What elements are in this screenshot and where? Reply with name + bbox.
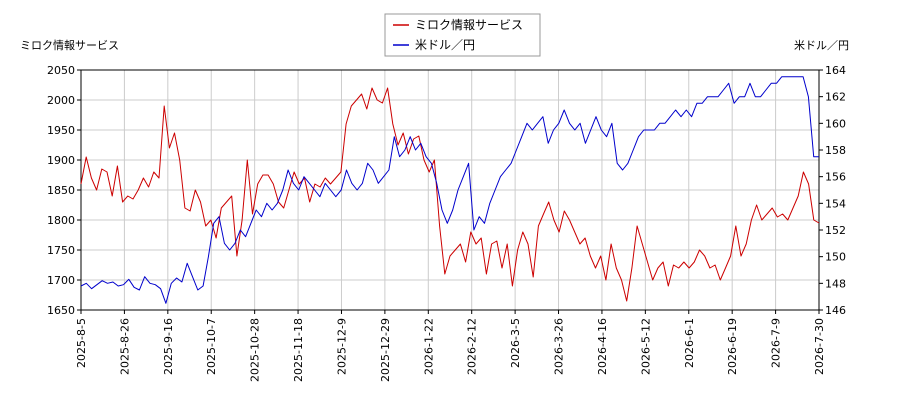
series-layer [80,76,820,304]
x-tick-label: 2026-7-9 [770,318,783,368]
x-tick-label: 2025-8-26 [118,318,131,375]
x-tick-label: 2025-9-16 [162,318,175,375]
x-axis: 2025-8-5 2025-8-26 2025-9-16 2025-10-7 2025-… [75,310,826,382]
x-tick-label: 2025-10-28 [249,318,262,382]
right-tick-label: 164 [825,64,846,77]
series-line-2 [80,76,819,304]
left-axis: 1650 1700 1750 1800 1850 1900 1950 2000 2050 [47,64,81,317]
legend-label-series-1: ミロク情報サービス [415,18,523,32]
left-tick-label: 2050 [47,64,75,77]
right-tick-label: 146 [825,304,846,317]
right-tick-label: 152 [825,224,846,237]
series-line-1 [80,87,820,302]
x-tick-label: 2025-8-5 [75,318,88,368]
x-tick-label: 2026-6-1 [683,318,696,368]
x-tick-label: 2026-2-12 [466,318,479,375]
right-axis-title: 米ドル／円 [794,39,849,52]
right-axis: 146 148 150 152 154 156 158 160 162 164 [819,64,846,317]
left-tick-label: 1700 [47,274,75,287]
left-tick-label: 2000 [47,94,75,107]
right-tick-label: 160 [825,117,846,130]
legend-box [384,13,541,57]
left-tick-label: 1800 [47,214,75,227]
right-tick-label: 156 [825,171,846,184]
x-tick-label: 2026-6-19 [726,318,739,375]
left-tick-label: 1750 [47,244,75,257]
x-tick-label: 2026-3-26 [553,318,566,375]
right-tick-label: 158 [825,144,846,157]
left-tick-label: 1850 [47,184,75,197]
right-tick-label: 162 [825,91,846,104]
right-tick-label: 148 [825,277,846,290]
x-tick-label: 2025-12-29 [379,318,392,382]
left-tick-label: 1900 [47,154,75,167]
left-axis-title: ミロク情報サービス [20,39,119,52]
legend: ミロク情報サービス 米ドル／円 [384,13,541,57]
x-tick-label: 2025-11-18 [292,318,305,382]
left-tick-label: 1650 [47,304,75,317]
x-tick-label: 2026-4-16 [596,318,609,375]
x-tick-label: 2026-1-22 [422,318,435,375]
x-tick-label: 2025-12-9 [335,318,348,375]
x-tick-label: 2025-10-7 [205,318,218,375]
right-tick-label: 150 [825,251,846,264]
right-tick-label: 154 [825,197,846,210]
x-tick-label: 2026-3-5 [509,318,522,368]
x-tick-label: 2026-5-12 [639,318,652,375]
left-tick-label: 1950 [47,124,75,137]
legend-label-series-2: 米ドル／円 [415,38,475,52]
x-tick-label: 2026-7-30 [813,318,826,375]
